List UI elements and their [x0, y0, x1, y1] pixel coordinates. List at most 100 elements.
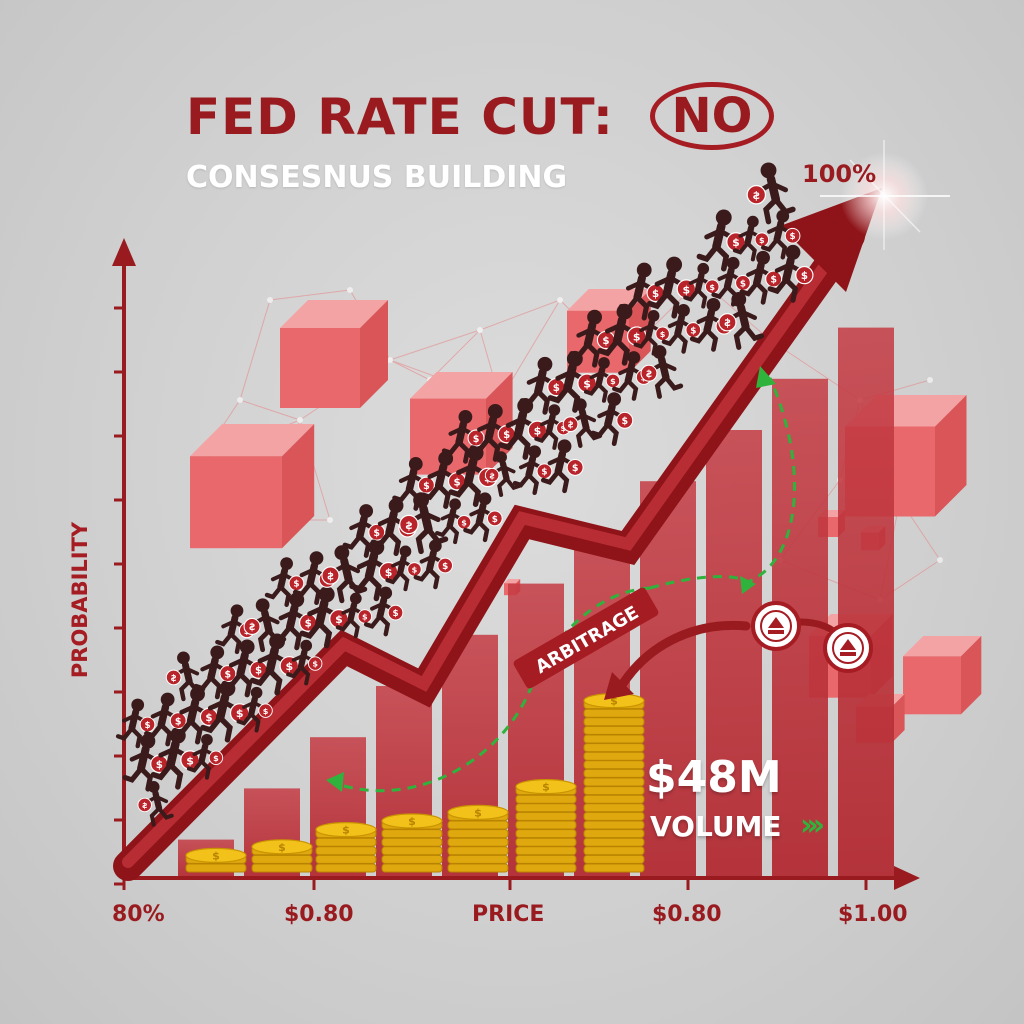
running-trader-icon: $: [683, 262, 720, 309]
svg-text:$: $: [542, 781, 550, 794]
running-trader-icon: $: [562, 398, 603, 448]
probability-bar: [640, 481, 696, 878]
coin-stacks: $ $ $ $ $ $ $: [185, 692, 645, 873]
lens-flare: [820, 140, 950, 250]
money-bag-icon: $: [640, 364, 658, 382]
coin-stack-icon: $: [185, 847, 247, 873]
svg-text:$: $: [236, 707, 244, 720]
running-trader-icon: $: [696, 209, 746, 272]
running-trader-icon: $: [115, 698, 156, 749]
svg-text:$: $: [312, 659, 318, 669]
svg-text:$: $: [709, 282, 715, 292]
x-axis-ticks: [122, 878, 868, 890]
svg-text:$: $: [660, 329, 666, 339]
money-bag-icon: $: [746, 185, 767, 205]
money-bag-icon: $: [616, 411, 634, 429]
money-bag-icon: $: [169, 712, 187, 730]
money-bag-icon: $: [258, 703, 273, 718]
money-bag-icon: $: [566, 458, 584, 476]
svg-text:$: $: [278, 841, 286, 854]
svg-text:$: $: [534, 425, 542, 438]
x-axis-label-2: $0.80: [284, 902, 354, 927]
coin-stack-icon: $: [447, 804, 509, 873]
running-trader-icon: $: [746, 162, 796, 225]
svg-text:$: $: [373, 528, 380, 539]
running-trader-icon: $: [463, 492, 503, 543]
running-trader-icon: $: [122, 733, 169, 792]
running-trader-icon: $: [498, 397, 548, 460]
money-bag-icon: $: [456, 515, 472, 530]
running-trader-icon: $: [732, 215, 770, 262]
svg-text:$: $: [801, 270, 808, 282]
money-bag-icon: $: [417, 476, 435, 494]
money-bag-icon: $: [307, 656, 323, 671]
page-title: FED RATE CUT:: [186, 88, 614, 146]
money-bag-icon: $: [754, 232, 770, 247]
trader-crowd: $ $ $ $ $ $ $ $ $ $ $ $ $ $ $ $ $ $ $ $ $ $ $ $ $ $ $ $ $ $ $ $ $ $ $ $ $ $ $ $…: [115, 162, 814, 827]
top-probability-label: 100%: [802, 160, 877, 188]
svg-text:$: $: [225, 669, 232, 680]
arbitrage-arrowhead-top: [756, 366, 776, 388]
arbitrage-dashed-path-left: [343, 586, 651, 793]
money-bag-icon: $: [735, 275, 751, 291]
svg-text:$: $: [408, 815, 416, 828]
coin-stack-icon: $: [583, 692, 645, 873]
svg-text:$: $: [213, 753, 219, 763]
money-bag-icon: $: [718, 313, 737, 332]
svg-text:$: $: [572, 463, 579, 474]
money-bag-icon: $: [784, 227, 801, 244]
running-trader-icon: $: [264, 557, 305, 607]
arbitrage-arrowhead-mid: [740, 576, 756, 594]
running-trader-icon: $: [392, 457, 435, 511]
running-trader-icon: $: [661, 303, 702, 354]
svg-text:$: $: [683, 283, 691, 296]
running-trader-icon: $: [512, 445, 553, 496]
svg-text:$: $: [293, 580, 299, 590]
chevrons-right-icon: ›››: [800, 808, 825, 843]
x-axis-label-1: 80%: [112, 902, 165, 927]
money-bag-icon: $: [484, 467, 500, 483]
svg-text:$: $: [342, 824, 350, 837]
svg-text:$: $: [690, 326, 696, 336]
running-trader-icon: $: [193, 645, 237, 700]
money-bag-icon: $: [137, 797, 152, 813]
coin-stack-icon: $: [251, 839, 313, 873]
svg-text:$: $: [263, 706, 269, 716]
svg-text:$: $: [553, 382, 560, 394]
coin-stack-icon: $: [515, 778, 577, 873]
svg-text:$: $: [171, 674, 177, 684]
running-trader-icon: $: [633, 309, 670, 356]
running-trader-icon: $: [469, 403, 516, 462]
svg-text:$: $: [212, 849, 220, 862]
money-bag-icon: $: [139, 716, 156, 733]
money-bag-icon: $: [208, 750, 224, 765]
running-trader-icon: $: [286, 639, 323, 686]
running-trader-icon: $: [583, 357, 621, 403]
svg-text:$: $: [156, 759, 163, 771]
coin-stack-icon: $: [381, 813, 443, 873]
money-bag-icon: $: [765, 270, 783, 288]
money-bag-icon: $: [321, 566, 340, 585]
svg-text:$: $: [454, 476, 461, 488]
money-bag-icon: $: [288, 575, 305, 592]
running-trader-icon: $: [144, 692, 187, 747]
svg-text:$: $: [461, 517, 467, 527]
svg-text:$: $: [503, 429, 510, 441]
svg-text:$: $: [561, 423, 567, 433]
svg-text:$: $: [385, 566, 393, 579]
arbitrage-dashed-path-right: [649, 377, 796, 590]
svg-text:$: $: [759, 235, 765, 245]
money-bag-icon: $: [357, 609, 373, 624]
money-bag-icon: $: [605, 373, 621, 389]
running-trader-icon: $: [760, 209, 801, 260]
svg-text:$: $: [489, 470, 495, 480]
svg-text:$: $: [175, 716, 182, 727]
svg-text:$: $: [305, 618, 312, 630]
svg-text:$: $: [541, 468, 547, 478]
running-trader-icon: $: [413, 539, 454, 590]
money-bag-icon: $: [486, 510, 503, 527]
money-bag-icon: $: [536, 463, 553, 480]
svg-text:$: $: [205, 712, 212, 724]
y-axis-ticks: [114, 306, 124, 886]
svg-text:$: $: [740, 279, 746, 289]
